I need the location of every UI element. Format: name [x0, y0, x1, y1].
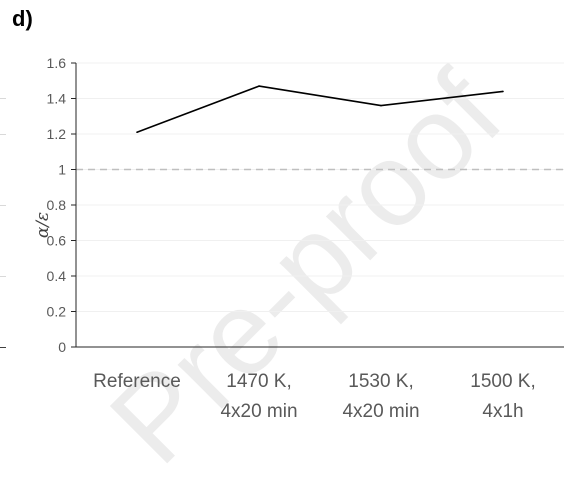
- y-axis-label: α/ε: [33, 212, 53, 238]
- left-edge-artifact: [0, 134, 6, 135]
- x-tick-label-line: 4x20 min: [342, 401, 419, 422]
- data-point: [258, 85, 260, 87]
- gridlines: [76, 62, 564, 312]
- x-tick-label-line: Reference: [93, 371, 181, 392]
- y-tick-label: 1.6: [47, 55, 67, 71]
- left-edge-artifact: [0, 205, 6, 206]
- series-layer: [136, 85, 504, 134]
- y-tick-label: 0: [58, 339, 66, 355]
- data-point: [380, 104, 382, 107]
- y-tick-label: 1.4: [47, 91, 67, 107]
- y-tick-label: 0.6: [47, 233, 67, 249]
- data-point: [136, 131, 138, 134]
- x-tick-label-line: 1470 K,: [226, 371, 292, 392]
- y-tick-label: 0.2: [47, 304, 67, 320]
- x-tick-label-line: 4x20 min: [220, 401, 297, 422]
- x-tick-label: 1500 K, 4x1h: [470, 371, 536, 422]
- left-edge-artifact: [0, 347, 6, 348]
- series-line: [136, 85, 504, 133]
- left-edge-artifact: [0, 98, 6, 99]
- y-tick-label: 0.4: [47, 268, 67, 284]
- chart: 0 0.2 0.4 0.6 0.8 1 1.2 1.4 1.6 Reference 1470 K,…: [33, 55, 564, 422]
- data-point: [502, 90, 504, 93]
- y-tick-labels: 0 0.2 0.4 0.6 0.8 1 1.2 1.4 1.6: [47, 55, 67, 355]
- x-tick-label: 1470 K, 4x20 min: [220, 371, 297, 422]
- y-tick-label: 0.8: [47, 197, 67, 213]
- left-edge-artifact: [0, 276, 6, 277]
- x-tick-label: 1530 K, 4x20 min: [342, 371, 419, 422]
- panel-label: d): [12, 6, 33, 31]
- x-tick-label-line: 1530 K,: [348, 371, 414, 392]
- x-tick-label-line: 4x1h: [482, 401, 523, 422]
- y-tick-label: 1.2: [47, 126, 67, 142]
- x-tick-label-line: 1500 K,: [470, 371, 536, 392]
- axes: [71, 62, 564, 348]
- y-tick-label: 1: [58, 162, 66, 178]
- x-tick-label: Reference: [93, 371, 181, 392]
